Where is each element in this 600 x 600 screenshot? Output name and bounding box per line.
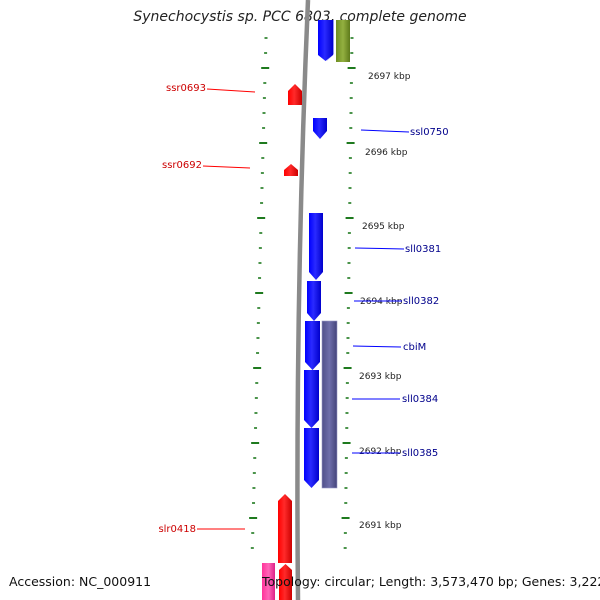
gene-ssr0692[interactable] bbox=[284, 164, 298, 176]
feature-track-olive bbox=[336, 20, 350, 62]
left-tick-ring bbox=[249, 37, 270, 549]
gene-label-sll0382[interactable]: sll0382 bbox=[403, 296, 439, 307]
leader-line-sll0381 bbox=[354, 247, 405, 250]
topology-label: Topology: circular; Length: 3,573,470 bp… bbox=[262, 574, 600, 589]
right-tick-ring bbox=[341, 37, 356, 549]
gene-label-sll0384[interactable]: sll0384 bbox=[402, 394, 438, 405]
leader-line-ssl0750 bbox=[360, 129, 410, 133]
gene-label-ssl0750[interactable]: ssl0750 bbox=[410, 127, 449, 138]
scale-label: 2693 kbp bbox=[359, 372, 402, 382]
gene-sll0384[interactable] bbox=[304, 370, 319, 428]
leader-line-ssr0693 bbox=[206, 88, 256, 93]
gene-label-ssr0692[interactable]: ssr0692 bbox=[162, 160, 202, 171]
scale-label: 2695 kbp bbox=[362, 222, 405, 232]
leader-line-cbiM bbox=[352, 345, 402, 348]
gene-ssl0750[interactable] bbox=[313, 118, 327, 139]
feature-track-slate bbox=[321, 320, 338, 489]
gene-label-slr0418[interactable]: slr0418 bbox=[158, 524, 196, 535]
gene-sll0382[interactable] bbox=[307, 281, 321, 321]
feature-red-bottom bbox=[279, 564, 292, 600]
gene-ssr0693[interactable] bbox=[288, 84, 302, 105]
scale-label: 2694 kbp bbox=[360, 297, 403, 307]
scale-label: 2691 kbp bbox=[359, 521, 402, 531]
scale-label: 2697 kbp bbox=[368, 72, 411, 82]
genome-backbone bbox=[295, 0, 311, 600]
gene-label-cbiM[interactable]: cbiM bbox=[403, 342, 426, 353]
gene-cbiM[interactable] bbox=[305, 321, 320, 370]
leader-line-ssr0692 bbox=[202, 165, 251, 169]
gene-label-sll0381[interactable]: sll0381 bbox=[405, 244, 441, 255]
feature-pink bbox=[262, 563, 275, 600]
accession-label: Accession: NC_000911 bbox=[9, 574, 152, 589]
gene-label-sll0385[interactable]: sll0385 bbox=[402, 448, 438, 459]
scale-label: 2696 kbp bbox=[365, 148, 408, 158]
map-title: Synechocystis sp. PCC 6803, complete gen… bbox=[133, 9, 467, 25]
gene-sll0385[interactable] bbox=[304, 428, 319, 488]
gene-label-ssr0693[interactable]: ssr0693 bbox=[166, 83, 206, 94]
gene-sll0381[interactable] bbox=[309, 213, 323, 280]
gene-slr0418[interactable] bbox=[278, 494, 292, 563]
scale-label: 2692 kbp bbox=[359, 447, 402, 457]
feature-blue-top bbox=[318, 20, 333, 61]
